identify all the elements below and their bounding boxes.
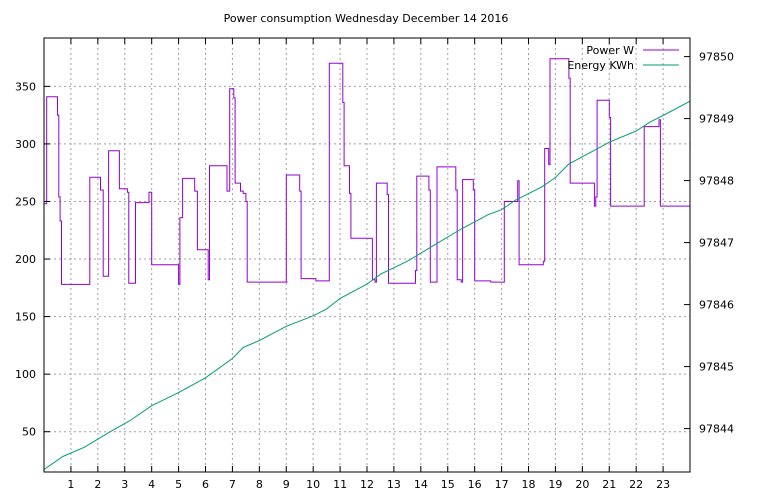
- y-right-tick-label: 97850: [699, 51, 734, 64]
- axis-ticks: 1 2 3 4 5 6 7 8 9 10 11 12 13 14 15 16 17 18 19 20 21 22 23501…: [15, 38, 734, 491]
- legend-label: Energy KWh: [567, 59, 634, 72]
- x-tick-label: 8: [256, 478, 263, 491]
- y-right-tick-label: 97844: [699, 423, 734, 436]
- legend: Power W Energy KWh: [567, 44, 679, 72]
- x-tick-label: 11: [333, 478, 347, 491]
- y-left-tick-label: 50: [22, 426, 36, 439]
- x-tick-label: 22: [629, 478, 643, 491]
- x-tick-label: 18: [522, 478, 536, 491]
- y-left-tick-label: 100: [15, 368, 36, 381]
- x-tick-label: 9: [283, 478, 290, 491]
- x-tick-label: 16: [468, 478, 482, 491]
- y-right-tick-label: 97846: [699, 299, 734, 312]
- legend-label: Power W: [586, 44, 634, 57]
- x-tick-label: 20: [575, 478, 589, 491]
- y-right-tick-label: 97845: [699, 361, 734, 374]
- x-tick-label: 7: [229, 478, 236, 491]
- x-tick-label: 3: [121, 478, 128, 491]
- chart-title: Power consumption Wednesday December 14 …: [224, 12, 509, 25]
- x-tick-label: 5: [175, 478, 182, 491]
- x-tick-label: 10: [306, 478, 320, 491]
- x-tick-label: 12: [360, 478, 374, 491]
- power-w-line: [44, 59, 690, 285]
- x-tick-label: 6: [202, 478, 209, 491]
- y-left-tick-label: 350: [15, 80, 36, 93]
- y-left-tick-label: 150: [15, 311, 36, 324]
- y-right-tick-label: 97849: [699, 113, 734, 126]
- x-tick-label: 21: [602, 478, 616, 491]
- y-right-tick-label: 97847: [699, 237, 734, 250]
- x-tick-label: 23: [656, 478, 670, 491]
- x-tick-label: 19: [548, 478, 562, 491]
- x-tick-label: 17: [495, 478, 509, 491]
- y-left-tick-label: 250: [15, 195, 36, 208]
- x-tick-label: 13: [387, 478, 401, 491]
- grid-lines: [44, 38, 690, 472]
- x-tick-label: 2: [94, 478, 101, 491]
- y-left-tick-label: 200: [15, 253, 36, 266]
- x-tick-label: 1: [67, 478, 74, 491]
- x-tick-label: 14: [414, 478, 428, 491]
- y-left-tick-label: 300: [15, 138, 36, 151]
- y-right-tick-label: 97848: [699, 175, 734, 188]
- x-tick-label: 4: [148, 478, 155, 491]
- x-tick-label: 15: [441, 478, 455, 491]
